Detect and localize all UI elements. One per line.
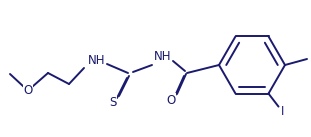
- Text: NH: NH: [88, 54, 106, 66]
- Text: I: I: [281, 105, 284, 118]
- Text: S: S: [109, 96, 117, 109]
- Text: O: O: [23, 83, 33, 96]
- Text: NH: NH: [154, 51, 172, 64]
- Text: O: O: [166, 93, 176, 106]
